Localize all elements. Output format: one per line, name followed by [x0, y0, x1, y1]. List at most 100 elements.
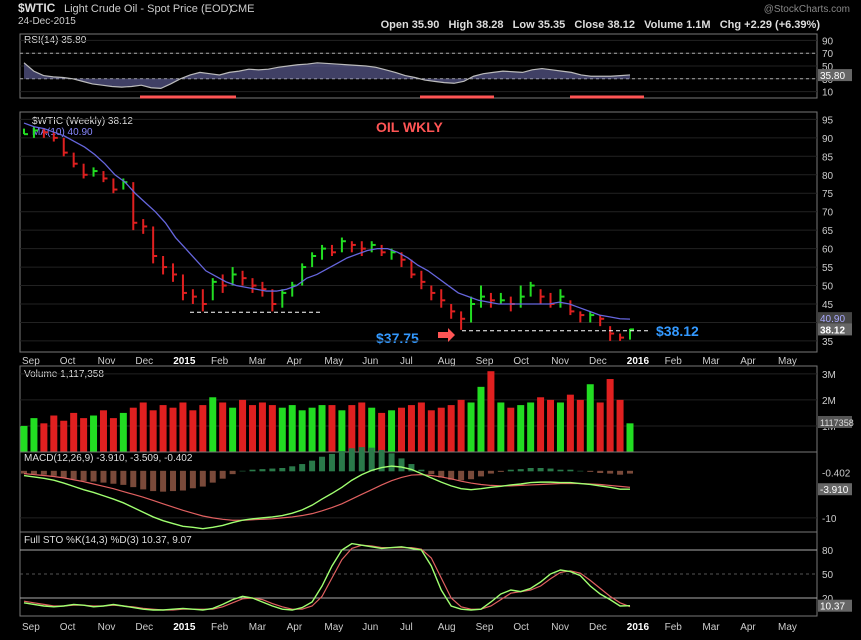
volume-bar	[606, 379, 614, 452]
volume-bar	[80, 418, 88, 452]
macd-histogram-bar	[587, 470, 594, 472]
rsi-panel: RSI(14) 35.80 907050301035.80	[19, 33, 852, 99]
macd-panel: MACD(12,26,9) -3.910, -3.509, -0.402 -0.…	[19, 447, 852, 533]
macd-histogram-bar	[507, 469, 514, 472]
x-tick-label: Feb	[211, 356, 229, 367]
y-tick-label: 95	[822, 115, 834, 126]
volume-bar	[99, 410, 107, 452]
price-bar	[172, 263, 178, 282]
volume-bar	[417, 402, 425, 452]
x-axis-bottom: Sep Oct Nov Dec 2015 Feb Mar Apr May Jun Jul Aug Sep…	[22, 622, 797, 633]
volume-bar	[547, 399, 555, 452]
price-bar	[499, 292, 505, 304]
sto-label: Full STO %K(14,3) %D(3) 10.37, 9.07	[24, 535, 192, 546]
price-bar	[52, 132, 58, 142]
macd-histogram-bar	[30, 470, 37, 475]
price-bar	[380, 244, 386, 256]
y-tick-label: 90	[822, 134, 834, 145]
volume-bar	[159, 405, 167, 452]
chart-title-description: Light Crude Oil - Spot Price (EOD)	[64, 3, 232, 15]
price-bar	[579, 311, 585, 323]
volume-bar	[576, 399, 584, 452]
x-tick-label: Jul	[400, 622, 413, 633]
volume-bar	[596, 402, 604, 452]
volume-bar	[30, 418, 38, 452]
macd-histogram-bar	[70, 470, 77, 480]
volume-bar	[139, 402, 147, 452]
x-tick-label: Oct	[60, 356, 76, 367]
volume-panel: Volume 1,117,358 3M2M1M1117358	[19, 365, 854, 453]
macd-histogram-bar	[249, 469, 256, 472]
macd-histogram-bar	[130, 470, 137, 488]
ma-line	[23, 122, 631, 320]
price-bar	[430, 285, 436, 301]
y-tick-label: 60	[822, 245, 834, 256]
x-tick-label: Oct	[513, 622, 529, 633]
chart-title-symbol: $WTIC	[18, 1, 56, 15]
volume-bar	[368, 407, 376, 452]
volume-bar	[308, 407, 316, 452]
macd-histogram-bar	[50, 470, 57, 476]
rsi-value-badge	[818, 69, 852, 82]
price-bar	[440, 289, 446, 308]
price-bar	[321, 244, 327, 260]
sto-k-line	[23, 542, 631, 611]
price-bar	[211, 278, 217, 301]
y-tick-label: 50	[822, 570, 834, 581]
x-tick-label: Sep	[22, 356, 40, 367]
price-bar	[201, 289, 207, 312]
volume-bar	[149, 410, 157, 452]
x-tick-label: Apr	[740, 356, 756, 367]
macd-histogram-bar	[517, 469, 524, 472]
macd-histogram-bar	[358, 447, 365, 472]
volume-bar	[229, 407, 237, 452]
volume-bar	[199, 405, 207, 452]
volume-bar	[407, 405, 415, 452]
x-tick-label: Mar	[702, 356, 720, 367]
macd-histogram-bar	[438, 470, 445, 478]
volume-value-tag: 1117358	[820, 418, 854, 428]
x-tick-label: May	[778, 622, 797, 633]
macd-histogram-bar	[60, 470, 67, 478]
y-tick-label: 20	[822, 594, 834, 605]
y-tick-label: 70	[822, 49, 834, 60]
price-bar	[470, 296, 476, 323]
stochastic-panel: Full STO %K(14,3) %D(3) 10.37, 9.07 80 50…	[19, 531, 852, 617]
macd-histogram-bar	[557, 469, 564, 472]
x-tick-label: Jun	[362, 622, 378, 633]
x-axis-top: Sep Oct Nov Dec 2015 Feb Mar Apr May Jun Jul Aug Sep…	[22, 356, 797, 367]
x-tick-label: Oct	[513, 356, 529, 367]
y-tick-label: 35	[822, 337, 834, 348]
y-tick-label: 80	[822, 171, 834, 182]
x-tick-label: Dec	[135, 356, 153, 367]
macd-histogram-bar	[80, 470, 87, 481]
volume-bar	[398, 407, 406, 452]
macd-histogram-bar	[199, 470, 206, 487]
macd-histogram-bar	[90, 470, 97, 482]
rsi-line	[23, 62, 631, 90]
price-bar	[241, 270, 247, 286]
rsi-area	[24, 62, 630, 89]
ma-value-badge	[818, 312, 852, 325]
macd-histogram-bar	[567, 469, 574, 472]
x-tick-label: Nov	[98, 622, 116, 633]
watermark: @StockCharts.com	[764, 4, 850, 15]
macd-histogram-bar	[388, 453, 395, 472]
macd-histogram-bar	[259, 469, 266, 472]
price-bar	[72, 152, 78, 168]
volume-bar	[378, 412, 386, 452]
volume-value-badge	[818, 416, 852, 428]
y-tick-label: 10	[822, 88, 834, 99]
volume-bar	[90, 415, 98, 452]
price-bar	[112, 178, 118, 194]
volume-bar	[50, 415, 58, 452]
volume-bar	[258, 402, 266, 452]
price-bar	[251, 278, 257, 293]
y-tick-label: 2M	[822, 396, 836, 407]
volume-bar	[537, 397, 545, 452]
price-bar	[152, 226, 158, 264]
macd-histogram-bar	[328, 453, 335, 472]
volume-bar	[348, 405, 356, 452]
x-tick-label: Nov	[551, 356, 569, 367]
macd-value-tag: -3.910	[820, 485, 849, 496]
